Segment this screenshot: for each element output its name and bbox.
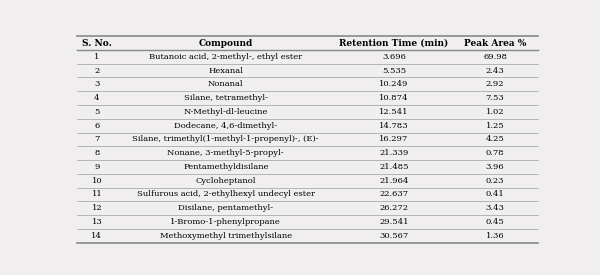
Text: S. No.: S. No.	[82, 39, 112, 48]
Text: 1.02: 1.02	[486, 108, 505, 116]
Text: 2: 2	[94, 67, 100, 75]
Text: 11: 11	[92, 191, 102, 199]
Text: 14.783: 14.783	[379, 122, 409, 130]
Text: N-Methyl-dl-leucine: N-Methyl-dl-leucine	[184, 108, 268, 116]
Text: 10.249: 10.249	[379, 80, 409, 88]
Text: 26.272: 26.272	[379, 204, 409, 212]
Text: 22.637: 22.637	[379, 191, 409, 199]
Text: 0.45: 0.45	[486, 218, 505, 226]
Text: 13: 13	[92, 218, 102, 226]
Text: 16.297: 16.297	[379, 135, 409, 143]
Text: 21.964: 21.964	[379, 177, 409, 185]
Text: Silane, trimethyl(1-methyl-1-propenyl)-, (E)-: Silane, trimethyl(1-methyl-1-propenyl)-,…	[133, 135, 319, 143]
Text: 10: 10	[92, 177, 102, 185]
Text: 4: 4	[94, 94, 100, 102]
Text: Compound: Compound	[199, 39, 253, 48]
Text: Nonane, 3-methyl-5-propyl-: Nonane, 3-methyl-5-propyl-	[167, 149, 284, 157]
Text: Butanoic acid, 2-methyl-, ethyl ester: Butanoic acid, 2-methyl-, ethyl ester	[149, 53, 302, 61]
Text: 30.567: 30.567	[379, 232, 409, 240]
Text: Dodecane, 4,6-dimethyl-: Dodecane, 4,6-dimethyl-	[174, 122, 277, 130]
Text: 9: 9	[94, 163, 100, 171]
Text: 0.78: 0.78	[486, 149, 505, 157]
Text: 14: 14	[91, 232, 103, 240]
Text: 21.339: 21.339	[379, 149, 409, 157]
Text: Silane, tetramethyl-: Silane, tetramethyl-	[184, 94, 268, 102]
Text: Sulfurous acid, 2-ethylhexyl undecyl ester: Sulfurous acid, 2-ethylhexyl undecyl est…	[137, 191, 315, 199]
Text: 2.43: 2.43	[486, 67, 505, 75]
Text: 4.25: 4.25	[486, 135, 505, 143]
Text: 0.23: 0.23	[486, 177, 505, 185]
Text: 3: 3	[94, 80, 100, 88]
Text: Nonanal: Nonanal	[208, 80, 244, 88]
Text: Cycloheptanol: Cycloheptanol	[196, 177, 256, 185]
Text: 1: 1	[94, 53, 100, 61]
Text: 8: 8	[94, 149, 100, 157]
Text: 3.696: 3.696	[382, 53, 406, 61]
Text: 7.53: 7.53	[486, 94, 505, 102]
Text: Retention Time (min): Retention Time (min)	[339, 39, 448, 48]
Text: 7: 7	[94, 135, 100, 143]
Text: 1-Bromo-1-phenylpropane: 1-Bromo-1-phenylpropane	[170, 218, 281, 226]
Text: Pentamethyldisilane: Pentamethyldisilane	[183, 163, 269, 171]
Text: 1.36: 1.36	[486, 232, 505, 240]
Text: Peak Area %: Peak Area %	[464, 39, 526, 48]
Text: 2.92: 2.92	[486, 80, 505, 88]
Text: Methoxymethyl trimethylsilane: Methoxymethyl trimethylsilane	[160, 232, 292, 240]
Text: 5: 5	[94, 108, 100, 116]
Text: 69.98: 69.98	[483, 53, 507, 61]
Text: 21.485: 21.485	[379, 163, 409, 171]
Text: 12.541: 12.541	[379, 108, 409, 116]
Text: 6: 6	[94, 122, 100, 130]
Text: 5.535: 5.535	[382, 67, 406, 75]
Text: 12: 12	[92, 204, 102, 212]
Text: 1.25: 1.25	[486, 122, 505, 130]
Text: 0.41: 0.41	[486, 191, 505, 199]
Text: Hexanal: Hexanal	[208, 67, 243, 75]
Text: 3.43: 3.43	[485, 204, 505, 212]
Text: 3.96: 3.96	[486, 163, 505, 171]
Text: Disilane, pentamethyl-: Disilane, pentamethyl-	[178, 204, 274, 212]
Text: 10.874: 10.874	[379, 94, 409, 102]
Text: 29.541: 29.541	[379, 218, 409, 226]
